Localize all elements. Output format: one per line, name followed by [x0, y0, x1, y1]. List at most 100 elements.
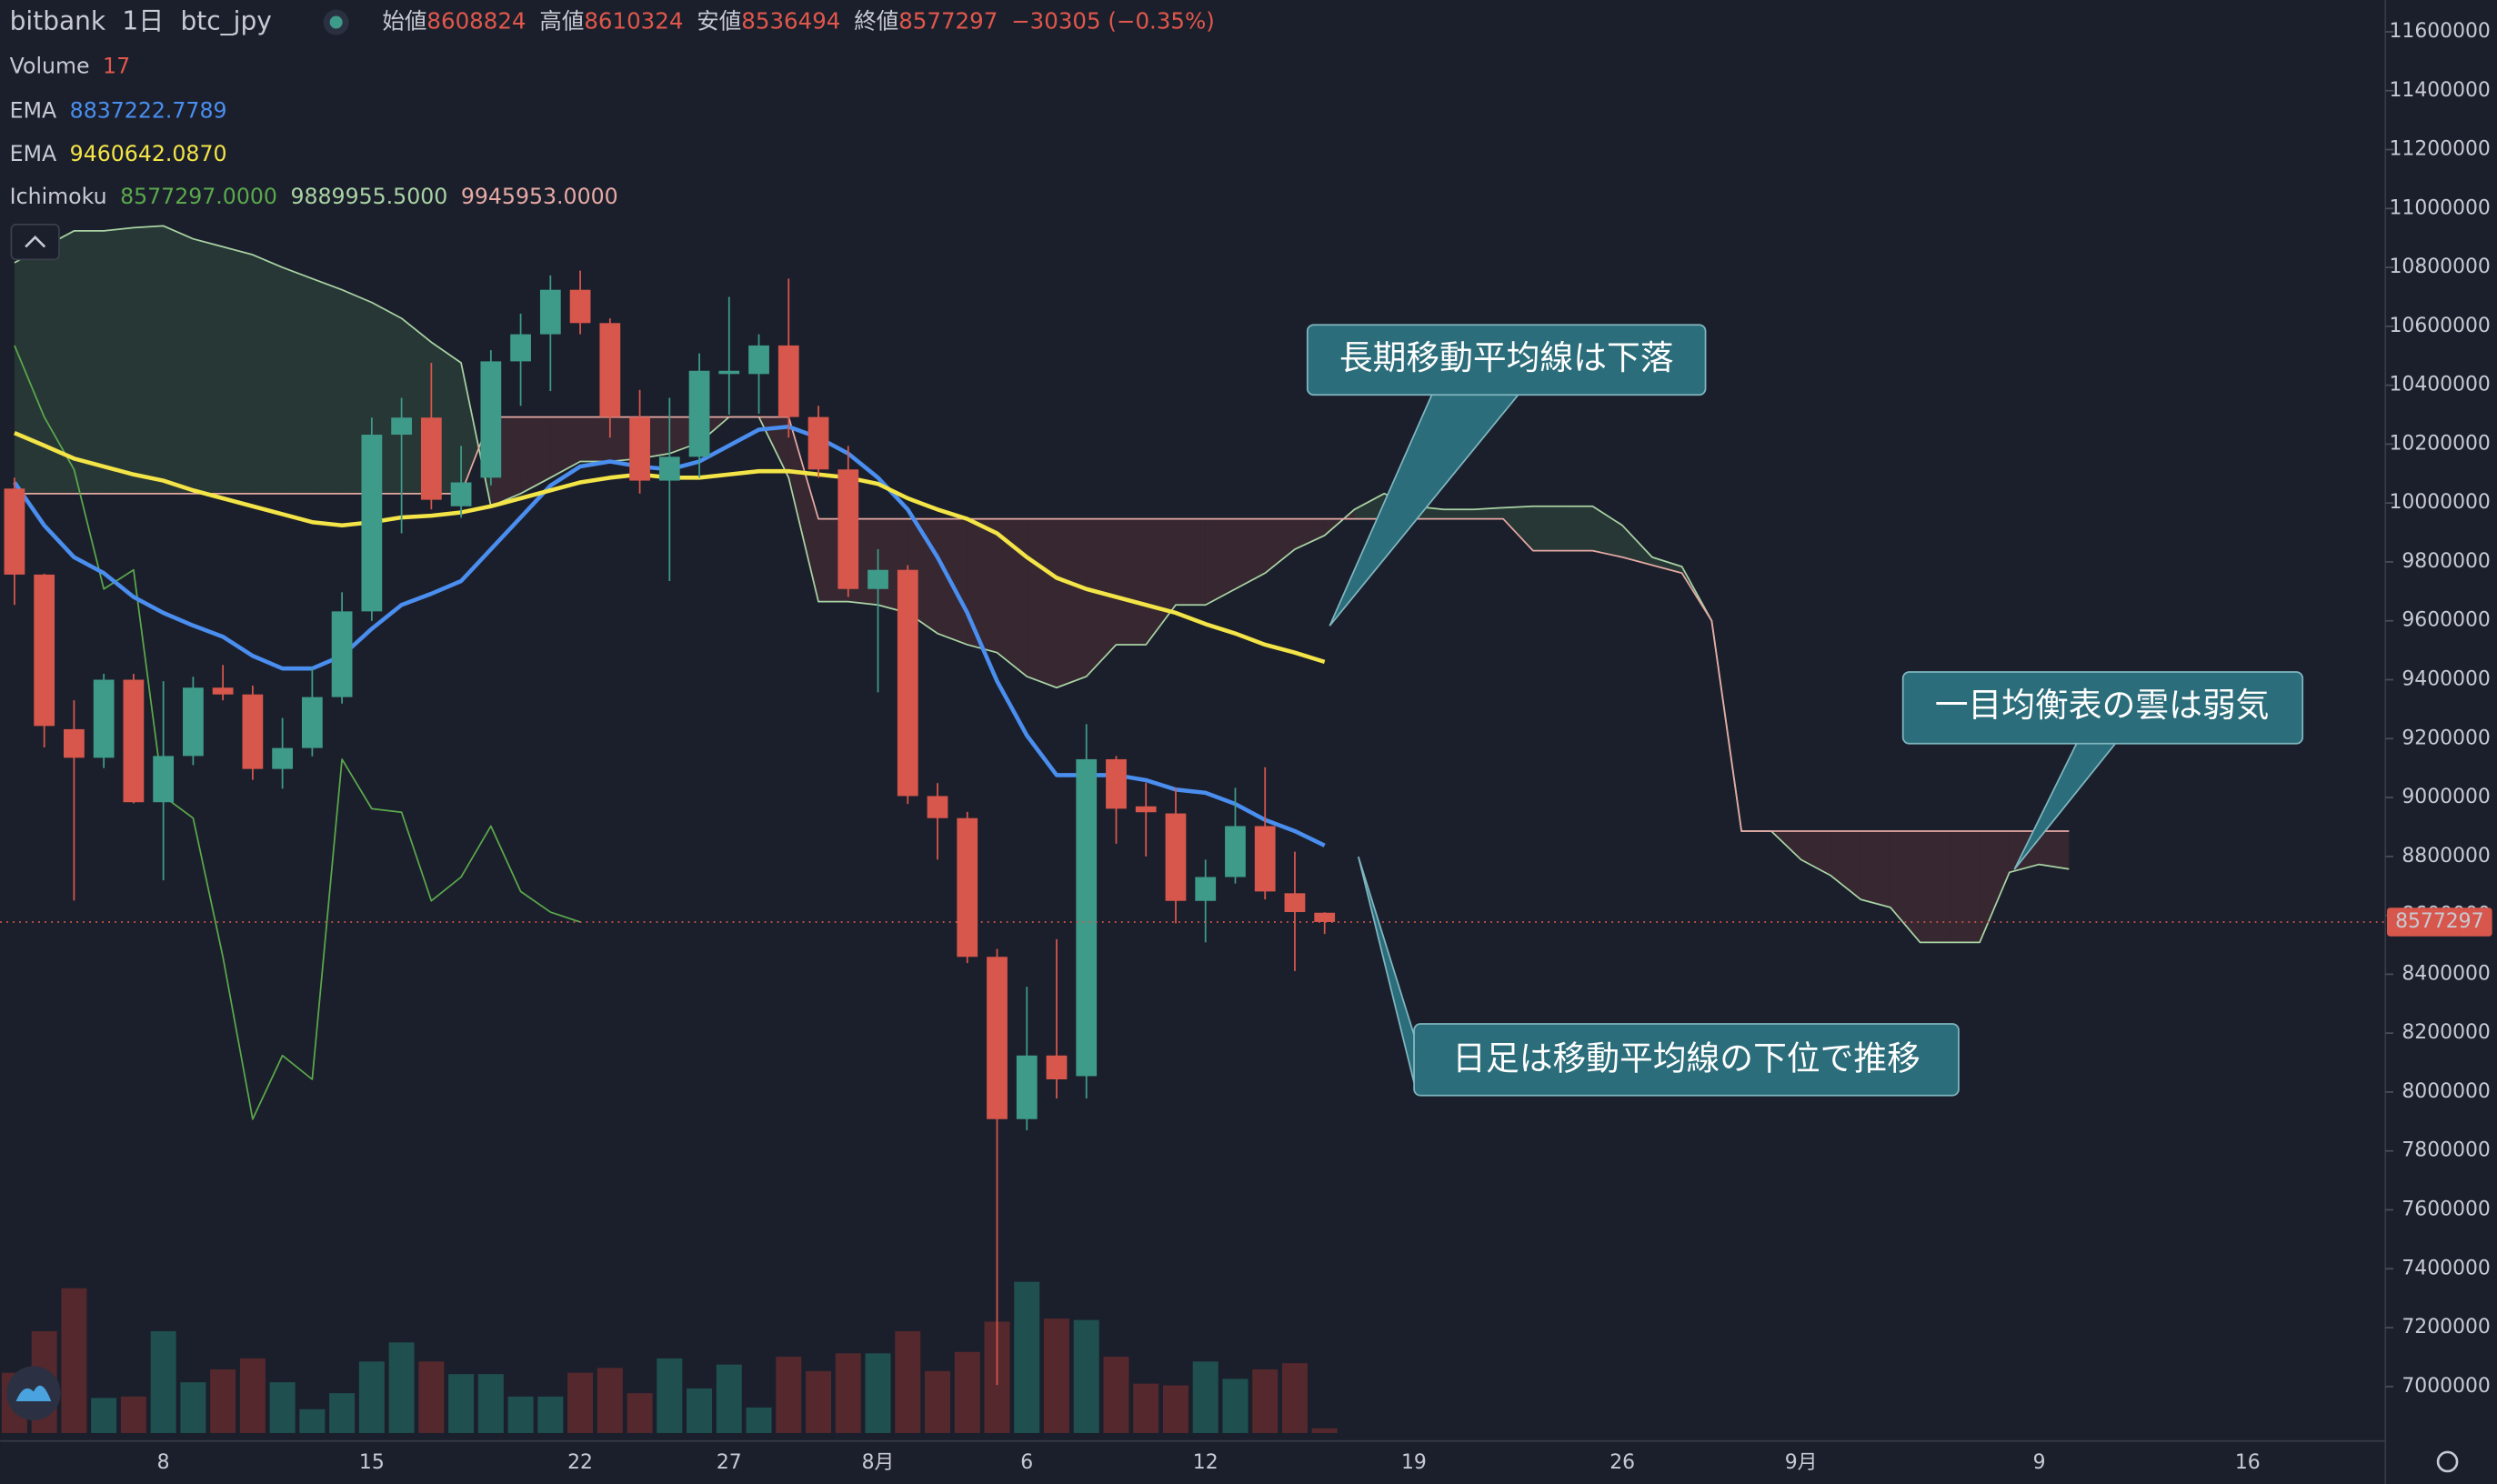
volume-bar	[358, 1361, 385, 1433]
cloud-segment	[1265, 518, 1295, 574]
candle-body	[153, 756, 175, 803]
cloud-segment	[14, 246, 45, 494]
volume-bar	[716, 1364, 742, 1433]
legend: bitbank 1日 btc_jpy 始値8608824 高値8610324 安…	[10, 6, 1215, 261]
volume-bar	[687, 1388, 713, 1433]
callout-text: 日足は移動平均線の下位で推移	[1452, 1039, 1920, 1078]
high-label: 高値	[539, 8, 584, 35]
candle-body	[629, 416, 650, 481]
y-tick-label: 9000000	[2402, 786, 2490, 808]
legend-value: 9889955.5000	[290, 184, 447, 209]
x-tick-label: 8	[157, 1451, 170, 1474]
volume-bar	[1073, 1319, 1099, 1433]
candle-body	[34, 574, 55, 727]
volume-bar	[567, 1372, 594, 1433]
volume	[1, 1281, 1338, 1433]
cloud-segment	[1532, 506, 1563, 551]
legend-name: Volume	[10, 53, 90, 78]
candle-body	[420, 417, 442, 500]
y-tick-label: 8200000	[2402, 1021, 2490, 1044]
volume-bar	[180, 1382, 206, 1433]
y-tick-label: 9400000	[2402, 668, 2490, 691]
legend-value: 9945953.0000	[461, 184, 618, 209]
volume-bar	[477, 1374, 504, 1433]
collapse-button[interactable]	[10, 224, 60, 261]
legend-ema: EMA 9460642.0870	[10, 140, 227, 165]
candle-body	[331, 611, 353, 697]
lagging-line	[14, 345, 581, 1120]
volume-bar	[746, 1407, 772, 1433]
y-tick-label: 9200000	[2402, 727, 2490, 749]
legend-value: 8837222.7789	[70, 97, 227, 123]
cloud-segment	[252, 255, 283, 494]
cloud-segment	[1056, 518, 1087, 688]
volume-bar	[299, 1409, 326, 1433]
candle-body	[1254, 826, 1276, 892]
cloud-segment	[193, 238, 224, 494]
y-tick-label: 8400000	[2402, 962, 2490, 985]
callout-text: 一目均衡表の雲は弱気	[1935, 686, 2270, 725]
candle-body	[450, 482, 472, 506]
candle-body	[93, 679, 115, 758]
candle-body	[1284, 893, 1306, 913]
volume-bar	[269, 1382, 296, 1433]
plot-area	[0, 225, 2386, 1433]
cloud-segment	[1146, 518, 1176, 645]
volume-bar	[1014, 1281, 1040, 1433]
candle-body	[510, 334, 531, 362]
x-tick-label: 19	[1401, 1451, 1427, 1474]
candle-body	[897, 569, 918, 797]
candle-body	[1195, 877, 1217, 901]
candle-body	[927, 796, 948, 818]
legend-ema: EMA 8837222.7789	[10, 97, 227, 123]
x-tick-label: 9月	[1785, 1451, 1818, 1474]
cloud-segment	[1592, 506, 1623, 557]
cloud-segment	[1860, 830, 1890, 907]
legend-name: EMA	[10, 140, 56, 165]
cloud-segment	[550, 416, 581, 478]
volume-bar	[150, 1330, 176, 1433]
open-label: 始値	[382, 8, 426, 35]
candle-body	[1106, 758, 1127, 809]
legend-volume: Volume 17	[10, 53, 130, 78]
low-label: 安値	[697, 8, 741, 35]
candle-body	[957, 817, 978, 958]
candle-body	[1016, 1055, 1038, 1119]
x-tick-label: 12	[1193, 1451, 1218, 1474]
x-tick-label: 27	[717, 1451, 742, 1474]
y-tick-label: 7000000	[2402, 1375, 2490, 1398]
cloud-segment	[1980, 830, 2010, 943]
volume-bar	[1281, 1363, 1308, 1433]
legend-name: EMA	[10, 97, 56, 123]
volume-bar	[418, 1361, 445, 1433]
volume-bar	[1252, 1369, 1279, 1433]
volume-bar	[448, 1374, 475, 1433]
volume-bar	[1311, 1428, 1338, 1433]
volume-bar	[1043, 1319, 1070, 1433]
settings-icon[interactable]	[2436, 1450, 2459, 1473]
volume-bar	[895, 1330, 921, 1433]
volume-bar	[329, 1393, 356, 1433]
cloud-segment	[1205, 518, 1236, 606]
candle-body	[837, 469, 859, 589]
y-tick-label: 10000000	[2389, 491, 2490, 514]
y-tick-label: 7800000	[2402, 1139, 2490, 1162]
y-tick-label: 7600000	[2402, 1198, 2490, 1220]
candle-body	[1135, 806, 1157, 813]
candle-body	[569, 289, 591, 324]
volume-bar	[61, 1288, 87, 1433]
candle-body	[777, 345, 799, 417]
y-tick-label: 8000000	[2402, 1080, 2490, 1103]
y-tick-label: 9600000	[2402, 609, 2490, 632]
y-tick-label: 10400000	[2389, 374, 2490, 396]
candle-body	[1225, 826, 1246, 877]
volume-bar	[537, 1396, 564, 1433]
y-tick-label: 7200000	[2402, 1316, 2490, 1339]
candle-body	[301, 697, 323, 748]
ohlc: 始値8608824 高値8610324 安値8536494 終値8577297 …	[382, 8, 1214, 35]
cloud-segment	[788, 416, 819, 602]
candle-body	[391, 417, 412, 436]
x-tick-label: 6	[1020, 1451, 1033, 1474]
cloud-segment	[163, 226, 194, 494]
cloud-segment	[223, 246, 253, 494]
